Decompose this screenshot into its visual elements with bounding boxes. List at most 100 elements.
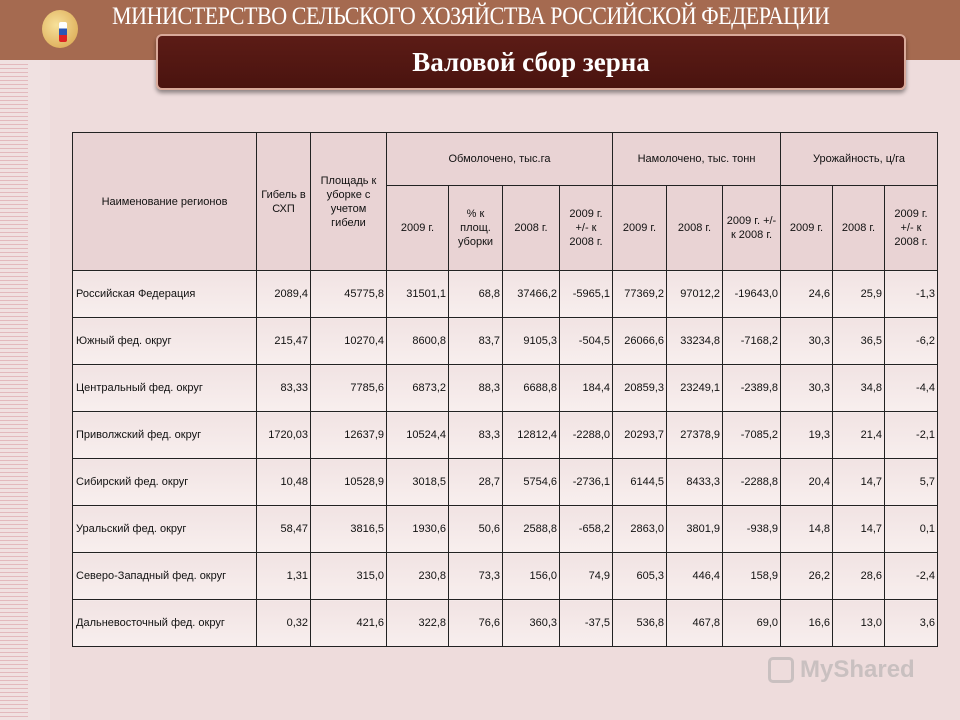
region-name: Уральский фед. округ xyxy=(72,505,257,553)
cell-value: 6873,2 xyxy=(386,364,449,412)
cell-value: 50,6 xyxy=(448,505,503,553)
cell-value: 5754,6 xyxy=(502,458,560,506)
cell-value: 14,8 xyxy=(780,505,833,553)
cell-value: -7085,2 xyxy=(722,411,781,459)
cell-value: 158,9 xyxy=(722,552,781,600)
table-row: Приволжский фед. округ 1720,03 12637,9 1052… xyxy=(72,411,938,459)
decorative-stripes xyxy=(0,64,28,720)
ministry-name: МИНИСТЕРСТВО СЕЛЬСКОГО ХОЗЯЙСТВА РОССИЙС… xyxy=(112,3,830,30)
cell-value: 12637,9 xyxy=(310,411,387,459)
cell-value: 68,8 xyxy=(448,270,503,318)
header-group-threshed: Обмолочено, тыс.га xyxy=(386,132,613,186)
cell-value: 30,3 xyxy=(780,317,833,365)
header-group-yield-total: Намолочено, тыс. тонн xyxy=(612,132,781,186)
cell-value: 12812,4 xyxy=(502,411,560,459)
cell-value: 9105,3 xyxy=(502,317,560,365)
cell-value: 25,9 xyxy=(832,270,885,318)
cell-value: 14,7 xyxy=(832,505,885,553)
cell-value: -37,5 xyxy=(559,599,613,647)
header-group-yield-per-ha: Урожайность, ц/га xyxy=(780,132,938,186)
cell-value: -4,4 xyxy=(884,364,938,412)
title-bar: Валовой сбор зерна xyxy=(156,34,906,90)
cell-value: 6144,5 xyxy=(612,458,667,506)
cell-value: 83,33 xyxy=(256,364,311,412)
region-name: Сибирский фед. округ xyxy=(72,458,257,506)
cell-value: 421,6 xyxy=(310,599,387,647)
header-region: Наименование регионов xyxy=(72,132,257,271)
cell-value: 36,5 xyxy=(832,317,885,365)
table-row: Российская Федерация 2089,4 45775,8 31501,1… xyxy=(72,270,938,318)
ministry-logo-icon xyxy=(42,10,78,48)
cell-value: 536,8 xyxy=(612,599,667,647)
cell-value: 10524,4 xyxy=(386,411,449,459)
cell-value: 73,3 xyxy=(448,552,503,600)
cell-value: 605,3 xyxy=(612,552,667,600)
cell-value: -19643,0 xyxy=(722,270,781,318)
subheader: 2009 г. +/- к 2008 г. xyxy=(722,185,781,271)
subheader: 2009 г. xyxy=(612,185,667,271)
cell-value: 8433,3 xyxy=(666,458,723,506)
cell-value: 1930,6 xyxy=(386,505,449,553)
cell-value: -1,3 xyxy=(884,270,938,318)
cell-value: 16,6 xyxy=(780,599,833,647)
cell-value: 77369,2 xyxy=(612,270,667,318)
cell-value: 74,9 xyxy=(559,552,613,600)
watermark-logo-icon xyxy=(768,657,794,683)
subheader: 2008 г. xyxy=(832,185,885,271)
header-loss: Гибель в СХП xyxy=(256,132,311,271)
cell-value: -7168,2 xyxy=(722,317,781,365)
table-row: Дальневосточный фед. округ 0,32 421,6 322,8… xyxy=(72,599,938,647)
cell-value: 360,3 xyxy=(502,599,560,647)
cell-value: -2389,8 xyxy=(722,364,781,412)
cell-value: 34,8 xyxy=(832,364,885,412)
cell-value: 215,47 xyxy=(256,317,311,365)
cell-value: 1,31 xyxy=(256,552,311,600)
cell-value: 3816,5 xyxy=(310,505,387,553)
cell-value: 1720,03 xyxy=(256,411,311,459)
region-name: Российская Федерация xyxy=(72,270,257,318)
cell-value: 33234,8 xyxy=(666,317,723,365)
cell-value: -2,4 xyxy=(884,552,938,600)
region-name: Южный фед. округ xyxy=(72,317,257,365)
cell-value: 58,47 xyxy=(256,505,311,553)
cell-value: 23249,1 xyxy=(666,364,723,412)
cell-value: 97012,2 xyxy=(666,270,723,318)
cell-value: 0,1 xyxy=(884,505,938,553)
cell-value: 14,7 xyxy=(832,458,885,506)
page-title: Валовой сбор зерна xyxy=(412,47,650,77)
cell-value: 467,8 xyxy=(666,599,723,647)
cell-value: -504,5 xyxy=(559,317,613,365)
subheader: 2008 г. xyxy=(502,185,560,271)
cell-value: 10270,4 xyxy=(310,317,387,365)
cell-value: 3801,9 xyxy=(666,505,723,553)
table-row: Сибирский фед. округ 10,48 10528,9 3018,5 28… xyxy=(72,458,938,506)
cell-value: -2,1 xyxy=(884,411,938,459)
cell-value: 45775,8 xyxy=(310,270,387,318)
subheader: 2009 г. +/- к 2008 г. xyxy=(559,185,613,271)
cell-value: -6,2 xyxy=(884,317,938,365)
cell-value: 315,0 xyxy=(310,552,387,600)
cell-value: 2863,0 xyxy=(612,505,667,553)
cell-value: 3,6 xyxy=(884,599,938,647)
cell-value: 28,7 xyxy=(448,458,503,506)
cell-value: -938,9 xyxy=(722,505,781,553)
table-row: Южный фед. округ 215,47 10270,4 8600,8 83,7 9… xyxy=(72,317,938,365)
subheader: 2008 г. xyxy=(666,185,723,271)
cell-value: 3018,5 xyxy=(386,458,449,506)
cell-value: 184,4 xyxy=(559,364,613,412)
cell-value: 83,3 xyxy=(448,411,503,459)
table-row: Центральный фед. округ 83,33 7785,6 6873,2 8… xyxy=(72,364,938,412)
subheader: 2009 г. xyxy=(386,185,449,271)
cell-value: 5,7 xyxy=(884,458,938,506)
subheader: 2009 г. +/- к 2008 г. xyxy=(884,185,938,271)
cell-value: 156,0 xyxy=(502,552,560,600)
cell-value: -5965,1 xyxy=(559,270,613,318)
cell-value: 21,4 xyxy=(832,411,885,459)
subheader: % к площ. уборки xyxy=(448,185,503,271)
cell-value: -2736,1 xyxy=(559,458,613,506)
cell-value: 6688,8 xyxy=(502,364,560,412)
cell-value: -2288,8 xyxy=(722,458,781,506)
cell-value: 76,6 xyxy=(448,599,503,647)
cell-value: 10528,9 xyxy=(310,458,387,506)
subheader: 2009 г. xyxy=(780,185,833,271)
